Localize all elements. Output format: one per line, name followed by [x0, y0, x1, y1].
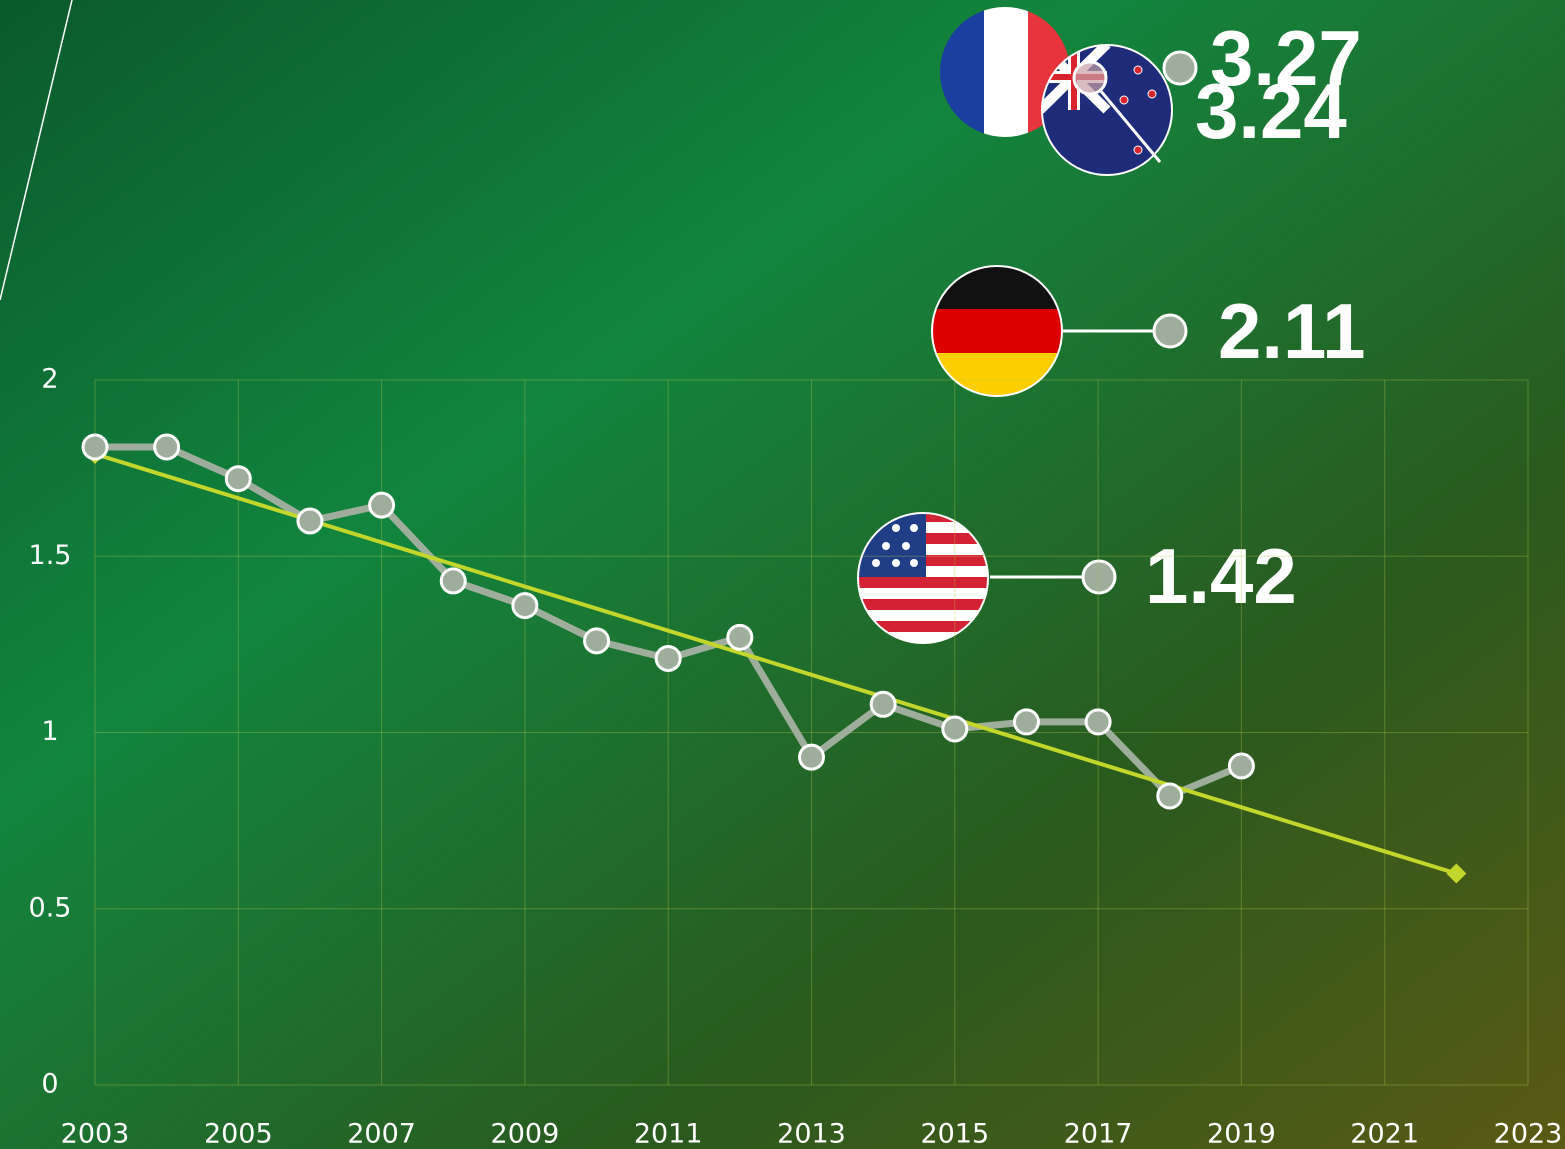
y-tick-label: 2 — [41, 364, 58, 395]
x-tick-label: 2005 — [204, 1119, 273, 1149]
data-point — [585, 629, 609, 653]
x-tick-label: 2021 — [1350, 1119, 1419, 1149]
data-point — [155, 435, 179, 459]
x-tick-label: 2003 — [61, 1119, 130, 1149]
x-tick-label: 2019 — [1207, 1119, 1276, 1149]
data-point — [656, 646, 680, 670]
x-tick-label: 2013 — [777, 1119, 846, 1149]
y-tick-label: 0 — [41, 1069, 58, 1100]
data-point — [513, 594, 537, 618]
benchmark-value: 3.24 — [1195, 67, 1347, 155]
y-tick-label: 1.5 — [29, 540, 72, 571]
data-point — [1014, 710, 1038, 734]
x-tick-label: 2023 — [1494, 1119, 1563, 1149]
x-tick-label: 2015 — [920, 1119, 989, 1149]
x-tick-label: 2011 — [634, 1119, 703, 1149]
data-point — [1158, 784, 1182, 808]
data-point — [1086, 710, 1110, 734]
y-tick-label: 1 — [41, 716, 58, 747]
x-tick-label: 2007 — [347, 1119, 416, 1149]
data-point — [728, 625, 752, 649]
benchmark-dot — [1154, 315, 1186, 347]
x-tick-label: 2009 — [491, 1119, 560, 1149]
data-point — [298, 509, 322, 533]
data-point — [441, 569, 465, 593]
data-point — [943, 717, 967, 741]
data-point — [83, 435, 107, 459]
page: {"chart_data": { "type": "line", "x": [2… — [0, 0, 1565, 1149]
background — [0, 0, 1565, 1149]
data-point — [1229, 754, 1253, 778]
data-point — [226, 467, 250, 491]
benchmark-value: 1.42 — [1145, 532, 1297, 620]
data-point — [871, 692, 895, 716]
y-tick-label: 0.5 — [29, 892, 72, 923]
chart: 3.27 3.24 2.11 — [0, 0, 1565, 1149]
x-tick-label: 2017 — [1064, 1119, 1133, 1149]
benchmark-value: 2.11 — [1218, 287, 1366, 375]
benchmark-dot — [1083, 561, 1115, 593]
benchmark-dot — [1164, 52, 1196, 84]
data-point — [800, 745, 824, 769]
data-point — [370, 493, 394, 517]
